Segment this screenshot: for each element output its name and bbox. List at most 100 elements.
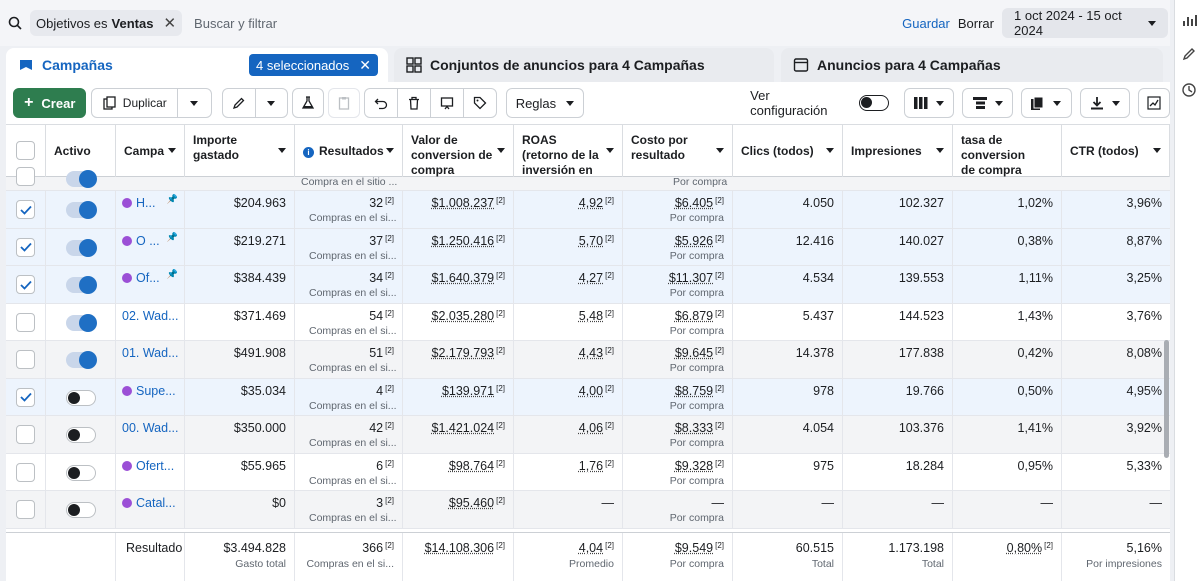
table-row[interactable]: 00. Wad... $350.000 42 [2] Compras en el si.…	[6, 416, 1170, 454]
table-row[interactable]: H... 📌 $204.963 32 [2] Compras en el si... $1.…	[6, 191, 1170, 229]
row-active-toggle[interactable]	[66, 502, 96, 518]
table-row[interactable]: Supe... $35.034 4 [2] Compras en el si... $13…	[6, 378, 1170, 416]
row-conv-value-cell: $1.008.237 [2]	[403, 191, 514, 228]
edit-button[interactable]	[223, 89, 255, 117]
close-icon[interactable]: ✕	[359, 56, 371, 73]
search-icon[interactable]	[0, 16, 26, 30]
history-icon[interactable]	[1181, 82, 1197, 98]
row-conv-rate-cell: 0,42%	[953, 341, 1062, 378]
tab-adsets[interactable]: Conjuntos de anuncios para 4 Campañas	[394, 48, 774, 82]
campaign-name-link[interactable]: 01. Wad...	[122, 346, 179, 360]
columns-button[interactable]	[903, 88, 955, 118]
row-campaign-cell: Ofert...	[116, 453, 185, 490]
table-row[interactable]: 01. Wad... $491.908 51 [2] Compras en el si.…	[6, 341, 1170, 379]
campaign-name-link[interactable]: Catal...	[122, 496, 176, 510]
bar-chart-icon[interactable]	[1181, 12, 1197, 28]
date-range-picker[interactable]: 1 oct 2024 - 15 oct 2024	[1002, 8, 1168, 38]
tab-campaigns[interactable]: Campañas 4 seleccionados ✕	[6, 48, 388, 82]
value-text: 5.437	[802, 308, 834, 323]
row-checkbox[interactable]	[16, 387, 35, 407]
clear-filter-button[interactable]: Borrar	[957, 15, 994, 31]
close-icon[interactable]: ✕	[163, 15, 177, 32]
row-active-toggle[interactable]	[66, 464, 96, 481]
download-button[interactable]	[1079, 88, 1131, 118]
header-ctr[interactable]: CTR (todos)	[1062, 125, 1170, 177]
table-row[interactable]: Catal... $0 3 [2] Compras en el si... $95.460…	[6, 491, 1170, 529]
header-conversion-rate[interactable]: tasa de conversion de compra	[953, 125, 1062, 177]
tab-ads[interactable]: Anuncios para 4 Campañas	[781, 48, 1163, 82]
row-roas-cell: 5,70 [2]	[514, 228, 623, 265]
header-campaign[interactable]: Campa	[116, 125, 185, 177]
breakdown-button[interactable]	[962, 88, 1013, 118]
export-button[interactable]	[430, 89, 463, 117]
table-row[interactable]: 02. Wad... $371.469 54 [2] Compras en el si.…	[6, 303, 1170, 341]
header-active[interactable]: Activo	[46, 125, 116, 177]
charts-button[interactable]	[1138, 88, 1170, 118]
selection-count-badge[interactable]: 4 seleccionados ✕	[249, 54, 378, 76]
duplicate-menu-button[interactable]	[177, 89, 210, 117]
select-all-checkbox[interactable]	[16, 141, 35, 160]
row-active-toggle[interactable]	[66, 201, 97, 219]
create-button[interactable]: + Crear	[13, 88, 87, 118]
header-results[interactable]: i Resultados	[295, 125, 403, 177]
edit-menu-button[interactable]	[254, 89, 287, 117]
row-campaign-cell: 01. Wad...	[116, 341, 185, 378]
campaign-name-link[interactable]: 02. Wad...	[122, 309, 179, 323]
row-checkbox[interactable]	[16, 167, 35, 186]
header-spend[interactable]: Importe gastado	[185, 125, 295, 177]
campaign-name-link[interactable]: H...	[122, 196, 155, 210]
pencil-icon[interactable]	[1181, 46, 1197, 62]
value-text: 42	[369, 421, 384, 435]
table-header: Activo Campa Importe gastado i Resultados…	[6, 125, 1170, 177]
header-impressions[interactable]: Impresiones	[843, 125, 953, 177]
row-conv-value-value: $1.640.379 [2]	[432, 271, 505, 285]
row-active-toggle[interactable]	[66, 427, 96, 443]
header-roas[interactable]: ROAS (retorno de la inversión en	[514, 125, 623, 177]
row-active-toggle[interactable]	[66, 276, 97, 294]
table-scrollbar[interactable]	[1164, 340, 1169, 458]
pin-icon[interactable]: 📌	[166, 231, 178, 242]
header-clicks[interactable]: Clics (todos)	[733, 125, 843, 177]
filter-chip-objective[interactable]: Objetivos es Ventas ✕	[30, 10, 183, 36]
search-input[interactable]: Buscar y filtrar	[194, 15, 278, 31]
undo-button[interactable]	[365, 89, 398, 117]
row-checkbox[interactable]	[16, 462, 35, 482]
row-checkbox[interactable]	[16, 312, 35, 332]
info-icon[interactable]: i	[303, 147, 314, 158]
table-row[interactable]: Ofert... $55.965 6 [2] Compras en el si... $9…	[6, 453, 1170, 491]
campaign-name-link[interactable]: 00. Wad...	[122, 421, 179, 435]
table-row[interactable]: O ... 📌 $219.271 37 [2] Compras en el si... $1…	[6, 228, 1170, 266]
campaign-name-link[interactable]: Ofert...	[122, 459, 174, 473]
tag-button[interactable]	[462, 89, 496, 117]
clipboard-button[interactable]	[327, 88, 360, 118]
row-roas-value: 4,06 [2]	[579, 421, 614, 435]
row-results-value: 3 [2]	[376, 496, 394, 510]
header-cost-per-result[interactable]: Costo por resultado	[623, 125, 733, 177]
campaign-name-link[interactable]: Of...	[122, 271, 160, 285]
row-active-toggle[interactable]	[66, 313, 97, 332]
row-active-toggle[interactable]	[66, 170, 97, 188]
reports-button[interactable]	[1020, 88, 1072, 118]
header-conversion-value[interactable]: Valor de conversion de compra	[403, 125, 514, 177]
table-row[interactable]: Of... 📌 $384.439 34 [2] Compras en el si... $1…	[6, 266, 1170, 304]
duplicate-button[interactable]: Duplicar	[92, 89, 177, 117]
row-active-toggle[interactable]	[66, 238, 97, 257]
ab-test-button[interactable]	[292, 88, 324, 118]
row-checkbox[interactable]	[16, 200, 35, 219]
pin-icon[interactable]: 📌	[166, 194, 178, 204]
row-cpr-cell: $9.328 [2] Por compra	[623, 453, 733, 490]
save-filter-button[interactable]: Guardar	[902, 15, 950, 31]
row-active-toggle[interactable]	[66, 389, 96, 406]
view-setup-toggle[interactable]	[858, 95, 889, 111]
row-checkbox[interactable]	[16, 237, 35, 257]
row-active-toggle[interactable]	[66, 351, 97, 369]
row-checkbox[interactable]	[16, 500, 35, 519]
rules-dropdown[interactable]: Reglas	[505, 88, 585, 118]
delete-button[interactable]	[397, 89, 430, 117]
row-checkbox[interactable]	[16, 350, 35, 369]
row-checkbox[interactable]	[16, 425, 35, 444]
campaign-name-link[interactable]: Supe...	[122, 384, 176, 398]
pin-icon[interactable]: 📌	[166, 269, 178, 279]
row-checkbox[interactable]	[16, 275, 35, 294]
campaign-name-link[interactable]: O ...	[122, 234, 160, 248]
